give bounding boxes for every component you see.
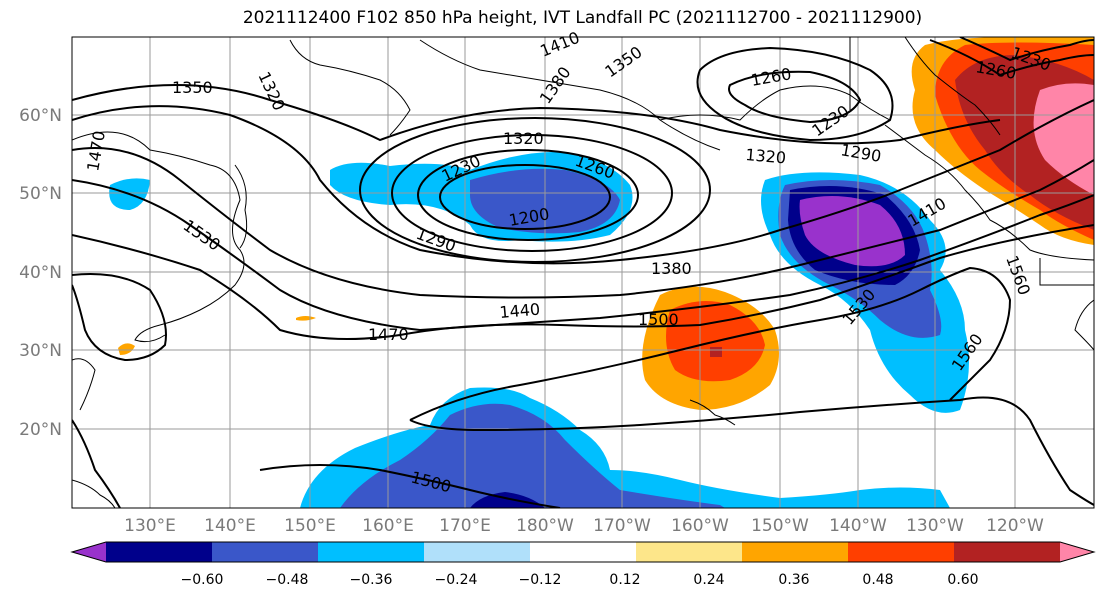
contour-label: 1380 (651, 259, 692, 278)
lat-label: 30°N (19, 341, 62, 361)
lon-label: 170°E (439, 516, 491, 536)
colorbar-extend-max (1060, 542, 1094, 562)
lon-label: 180°W (516, 516, 574, 536)
colorbar-bin (636, 542, 743, 562)
colorbar-tick: −0.24 (435, 572, 478, 588)
contour-label: 1500 (638, 310, 679, 329)
colorbar-tick: −0.48 (266, 572, 309, 588)
lat-label: 40°N (19, 263, 62, 283)
height-contours (72, 37, 1094, 508)
lon-label: 130°E (124, 516, 176, 536)
lon-label: 130°W (906, 516, 964, 536)
colorbar-bin (212, 542, 319, 562)
latitude-labels: 60°N 50°N 40°N 30°N 20°N (19, 106, 62, 440)
colorbar-tick-labels: −0.60 −0.48 −0.36 −0.24 −0.12 0.12 0.24 … (181, 572, 979, 588)
colorbar-tick: 0.60 (947, 572, 978, 588)
colorbar-bin (954, 542, 1061, 562)
map-title: 2021112400 F102 850 hPa height, IVT Land… (242, 8, 923, 28)
lon-label: 150°E (284, 516, 336, 536)
lat-label: 50°N (19, 184, 62, 204)
plot-frame (71, 36, 1095, 509)
colorbar (70, 541, 1096, 563)
contour-label: 1470 (368, 325, 409, 344)
colorbar-bin (848, 542, 955, 562)
lon-label: 120°W (986, 516, 1044, 536)
colorbar-bin (742, 542, 849, 562)
lon-label: 140°W (829, 516, 887, 536)
colorbar-tick: 0.12 (609, 572, 640, 588)
lat-label: 20°N (19, 420, 62, 440)
colorbar-bin (424, 542, 531, 562)
colorbar-tick: 0.24 (693, 572, 724, 588)
colorbar-outline (70, 541, 1096, 563)
colorbar-bin (106, 542, 213, 562)
lon-label: 160°E (362, 516, 414, 536)
contour-label: 1320 (503, 129, 544, 148)
lon-label: 150°W (751, 516, 809, 536)
colorbar-bin (530, 542, 637, 562)
contour-label: 1440 (499, 300, 541, 322)
lon-label: 170°W (593, 516, 651, 536)
lon-label: 160°W (671, 516, 729, 536)
ivt-positive-pacific-northwest (911, 37, 1094, 245)
colorbar-tick: −0.36 (350, 572, 393, 588)
contour-label: 1320 (745, 145, 787, 167)
colorbar-tick: −0.60 (181, 572, 224, 588)
longitude-labels: 130°E 140°E 150°E 160°E 170°E 180°W 170°… (124, 516, 1044, 536)
colorbar-tick: 0.36 (778, 572, 809, 588)
colorbar-bin (318, 542, 425, 562)
lon-label: 140°E (204, 516, 256, 536)
colorbar-extend-min (72, 542, 106, 562)
colorbar-tick: 0.48 (862, 572, 893, 588)
lat-label: 60°N (19, 106, 62, 126)
contour-label: 1350 (172, 78, 213, 97)
colorbar-tick: −0.12 (519, 572, 562, 588)
map-layers (72, 37, 1094, 508)
